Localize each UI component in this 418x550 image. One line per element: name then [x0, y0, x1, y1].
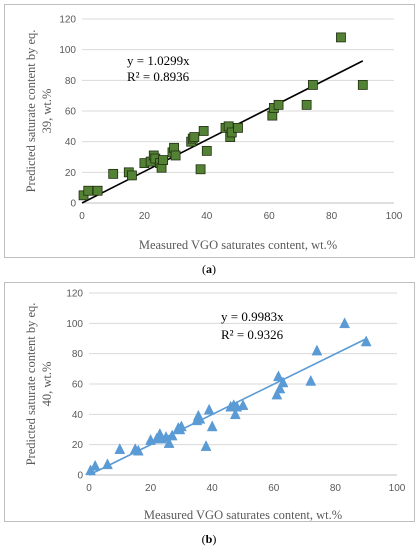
trend-equation: y = 0.9983x	[221, 309, 284, 324]
x-tick-label: 100	[386, 211, 403, 222]
data-point	[200, 440, 212, 451]
data-point	[195, 164, 206, 175]
y-tick-label: 0	[77, 471, 83, 482]
y-axis-title-line2: 39, wt.%	[40, 89, 54, 134]
x-tick-label: 20	[139, 211, 151, 222]
y-tick-label: 40	[65, 137, 77, 148]
x-tick-label: 60	[268, 483, 280, 494]
y-axis-title-line2: 40, wt.%	[40, 362, 54, 407]
y-tick-label: 100	[59, 45, 76, 56]
data-point	[311, 344, 323, 356]
caption-a: (a)	[202, 262, 216, 276]
data-point	[170, 150, 181, 161]
trend-r-squared: R² = 0.9326	[221, 327, 284, 342]
y-axis-title-line1: Predicted saturate content by eq.	[24, 30, 38, 193]
y-tick-label: 120	[59, 15, 76, 26]
chart-a-frame: 0 20 40 60 80 100 120 0 20 40 60 80 100 Measured VGO …	[4, 4, 415, 258]
caption-b: (b)	[201, 532, 217, 546]
data-point	[166, 429, 178, 441]
x-tick-label: 80	[330, 483, 342, 494]
data-point	[114, 443, 126, 454]
x-tick-label: 0	[86, 483, 92, 494]
data-point	[194, 412, 206, 424]
trend-r-squared: R² = 0.8936	[127, 69, 190, 84]
data-point	[127, 170, 137, 181]
data-point	[132, 444, 144, 456]
y-tick-label: 20	[72, 440, 84, 451]
data-point	[206, 420, 218, 432]
data-point	[273, 99, 284, 110]
chart-b-frame: 0 20 40 60 80 100 120 0 20 40 60 80 100 Measured VGO …	[4, 282, 415, 522]
y-tick-label: 60	[72, 380, 84, 391]
data-point	[83, 185, 94, 196]
x-tick-label: 60	[264, 211, 276, 222]
data-point	[201, 145, 212, 156]
data-point	[175, 420, 187, 432]
data-point	[307, 80, 318, 90]
data-point	[237, 399, 249, 410]
data-point	[89, 459, 101, 471]
data-point	[271, 388, 283, 400]
x-tick-label: 40	[201, 211, 213, 222]
x-axis-title: Measured VGO saturates content, wt.%	[144, 508, 342, 522]
data-point	[336, 32, 346, 43]
x-axis-title: Measured VGO saturates content, wt.%	[139, 238, 337, 252]
y-axis-title-line1: Predicted saturate content by eq.	[24, 303, 38, 466]
x-tick-label: 0	[79, 211, 85, 222]
data-point	[229, 408, 241, 420]
data-point	[360, 335, 372, 347]
data-point	[357, 80, 368, 90]
data-point	[277, 376, 289, 388]
y-tick-label: 0	[70, 199, 76, 210]
y-tick-label: 80	[65, 76, 77, 87]
data-point	[339, 317, 351, 329]
x-tick-label: 100	[389, 483, 406, 494]
x-tick-label: 80	[326, 211, 338, 222]
y-tick-label: 40	[72, 410, 84, 421]
data-point	[203, 403, 215, 415]
y-tick-label: 60	[65, 107, 77, 118]
chart-a-svg: 0 20 40 60 80 100 120 0 20 40 60 80 100 Measured VGO …	[24, 15, 403, 253]
data-point	[108, 168, 119, 179]
data-point	[102, 458, 113, 470]
data-point	[158, 155, 169, 165]
data-point	[189, 132, 200, 142]
data-point	[301, 99, 312, 110]
data-point	[163, 437, 175, 448]
y-tick-label: 80	[72, 349, 84, 360]
trend-equation: y = 1.0299x	[127, 53, 190, 68]
data-point	[274, 382, 286, 394]
y-tick-label: 120	[66, 289, 83, 300]
y-tick-label: 100	[66, 319, 83, 330]
data-point	[198, 126, 209, 136]
x-tick-label: 20	[145, 483, 157, 494]
chart-b-svg: 0 20 40 60 80 100 120 0 20 40 60 80 100 Measured VGO …	[24, 289, 406, 523]
data-point	[233, 122, 243, 133]
data-point	[305, 374, 317, 386]
data-point	[273, 370, 284, 382]
x-tick-label: 40	[207, 483, 219, 494]
y-tick-label: 20	[65, 168, 77, 179]
data-point	[92, 185, 103, 196]
